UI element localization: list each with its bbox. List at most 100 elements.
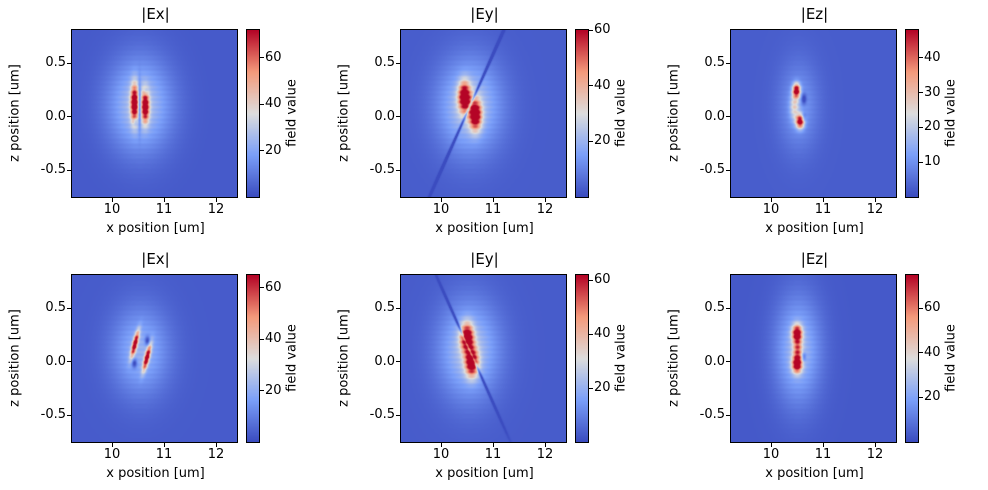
y-tick-label: -0.5 bbox=[369, 162, 395, 177]
colorbar-tick-label: 40 bbox=[924, 49, 941, 65]
y-tick-label: 0.5 bbox=[374, 55, 395, 70]
tick-mark bbox=[726, 116, 730, 118]
tick-mark bbox=[67, 307, 71, 309]
heatmap-canvas bbox=[71, 29, 238, 198]
tick-mark bbox=[111, 443, 113, 447]
subplot-ez-row2: |Ez| z position [um] 0.5 0.0 -0.5 20 40 … bbox=[659, 245, 988, 490]
heatmap-canvas bbox=[71, 274, 238, 443]
y-axis-label: z position [um] bbox=[336, 309, 352, 407]
colorbar-tick-label: 40 bbox=[594, 77, 611, 93]
x-tick-label: 12 bbox=[866, 447, 884, 462]
tick-mark bbox=[919, 352, 923, 354]
tick-mark bbox=[260, 390, 264, 392]
tick-mark bbox=[770, 198, 772, 202]
tick-mark bbox=[163, 443, 165, 447]
tick-mark bbox=[67, 116, 71, 118]
tick-mark bbox=[589, 387, 593, 389]
tick-mark bbox=[215, 443, 217, 447]
colorbar-tick-label: 20 bbox=[924, 389, 941, 405]
colorbar-tick-label: 20 bbox=[924, 119, 941, 135]
tick-mark bbox=[589, 85, 593, 87]
x-tick-label: 10 bbox=[103, 447, 121, 462]
y-tick-label: 0.5 bbox=[704, 300, 725, 315]
x-tick-label: 12 bbox=[207, 202, 225, 217]
tick-mark bbox=[67, 62, 71, 64]
colorbar-tick-label: 20 bbox=[594, 133, 611, 149]
x-tick-label: 12 bbox=[207, 447, 225, 462]
y-tick-label: 0.5 bbox=[704, 55, 725, 70]
y-tick-label: 0.0 bbox=[45, 109, 66, 124]
y-tick-label: 0.0 bbox=[704, 354, 725, 369]
y-tick-label: 0.5 bbox=[45, 55, 66, 70]
tick-mark bbox=[260, 150, 264, 152]
x-tick-label: 11 bbox=[484, 447, 502, 462]
y-tick-label: -0.5 bbox=[40, 407, 66, 422]
plot-title: |Ez| bbox=[800, 5, 829, 23]
plot-title: |Ey| bbox=[470, 250, 499, 268]
heatmap-canvas bbox=[730, 274, 897, 443]
colorbar-label: field value bbox=[284, 324, 300, 392]
y-tick-label: -0.5 bbox=[699, 162, 725, 177]
x-axis-label: x position [um] bbox=[435, 221, 534, 236]
tick-mark bbox=[726, 62, 730, 64]
x-axis-label: x position [um] bbox=[106, 221, 205, 236]
tick-mark bbox=[544, 443, 546, 447]
plot-title: |Ex| bbox=[141, 5, 170, 23]
plot-title: |Ez| bbox=[800, 250, 829, 268]
y-tick-label: 0.0 bbox=[374, 354, 395, 369]
colorbar-tick-label: 20 bbox=[265, 142, 282, 158]
tick-mark bbox=[919, 57, 923, 59]
tick-mark bbox=[919, 92, 923, 94]
tick-mark bbox=[67, 414, 71, 416]
colorbar-tick-label: 10 bbox=[924, 154, 941, 170]
heatmap-canvas bbox=[400, 29, 567, 198]
tick-mark bbox=[215, 198, 217, 202]
colorbar-tick-label: 60 bbox=[924, 300, 941, 316]
colorbar-tick-label: 20 bbox=[265, 382, 282, 398]
y-tick-label: -0.5 bbox=[40, 162, 66, 177]
colorbar-gradient bbox=[905, 274, 919, 443]
tick-mark bbox=[919, 307, 923, 309]
colorbar-label: field value bbox=[943, 79, 959, 147]
subplot-ey-row2: |Ey| z position [um] 0.5 0.0 -0.5 20 40 … bbox=[329, 245, 658, 490]
tick-mark bbox=[919, 161, 923, 163]
tick-mark bbox=[396, 307, 400, 309]
colorbar-tick-label: 30 bbox=[924, 84, 941, 100]
tick-mark bbox=[770, 443, 772, 447]
tick-mark bbox=[874, 198, 876, 202]
tick-mark bbox=[589, 140, 593, 142]
y-tick-label: 0.5 bbox=[374, 300, 395, 315]
colorbar-tick-label: 60 bbox=[594, 272, 611, 288]
colorbar-gradient bbox=[246, 274, 260, 443]
tick-mark bbox=[396, 169, 400, 171]
tick-mark bbox=[919, 126, 923, 128]
colorbar-tick-label: 40 bbox=[265, 96, 282, 112]
subplot-ex-row1: |Ex| z position [um] 0.5 0.0 -0.5 20 40 … bbox=[0, 0, 329, 245]
tick-mark bbox=[726, 169, 730, 171]
tick-mark bbox=[111, 198, 113, 202]
tick-mark bbox=[260, 287, 264, 289]
tick-mark bbox=[822, 443, 824, 447]
colorbar-tick-label: 40 bbox=[924, 344, 941, 360]
y-tick-label: 0.5 bbox=[45, 300, 66, 315]
colorbar-tick-label: 60 bbox=[594, 22, 611, 37]
tick-mark bbox=[589, 279, 593, 281]
tick-mark bbox=[440, 198, 442, 202]
x-tick-label: 10 bbox=[103, 202, 121, 217]
tick-mark bbox=[440, 443, 442, 447]
tick-mark bbox=[726, 361, 730, 363]
colorbar-tick-label: 60 bbox=[265, 279, 282, 295]
tick-mark bbox=[919, 396, 923, 398]
colorbar-label: field value bbox=[613, 79, 629, 147]
x-tick-label: 10 bbox=[762, 202, 780, 217]
tick-mark bbox=[492, 443, 494, 447]
colorbar-gradient bbox=[575, 274, 589, 443]
x-tick-label: 10 bbox=[762, 447, 780, 462]
y-tick-label: 0.0 bbox=[45, 354, 66, 369]
colorbar-label: field value bbox=[613, 324, 629, 392]
tick-mark bbox=[589, 333, 593, 335]
y-tick-label: 0.0 bbox=[374, 109, 395, 124]
tick-mark bbox=[67, 169, 71, 171]
x-axis-label: x position [um] bbox=[435, 466, 534, 481]
